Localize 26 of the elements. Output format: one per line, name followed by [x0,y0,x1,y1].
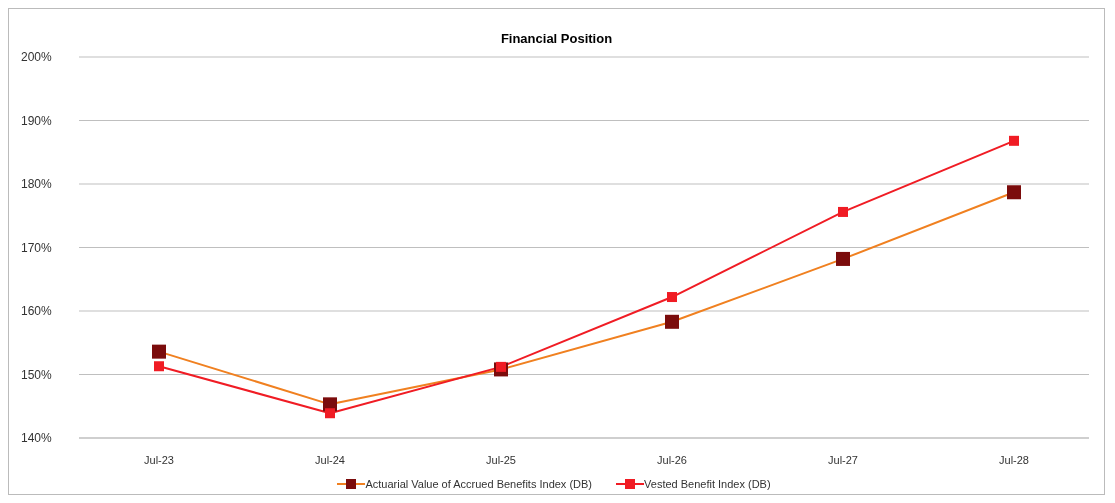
x-tick-label: Jul-25 [486,453,516,466]
x-tick-label: Jul-24 [315,453,345,466]
x-tick-label: Jul-26 [657,453,687,466]
y-tick-label: 200% [21,50,53,65]
chart-title: Financial Position [499,30,614,46]
y-tick-label: 140% [21,431,53,446]
point [325,408,335,419]
legend-label: Vested Benefit Index (DB) [644,478,771,490]
x-tick-label: Jul-23 [144,453,174,466]
x-tick-label: Jul-28 [999,453,1029,466]
y-tick-label: 150% [21,367,53,382]
y-tick-label: 180% [21,177,53,192]
legend-label: Actuarial Value of Accrued Benefits Index (DB) [365,478,593,490]
point [154,361,164,372]
point [838,206,848,217]
point [1009,135,1019,146]
y-tick-label: 190% [21,113,53,128]
y-tick-label: 170% [21,240,53,255]
point [665,314,679,329]
point [667,292,677,303]
point [496,361,506,372]
point [152,344,166,359]
point [1007,185,1021,200]
y-tick-label: 160% [21,304,53,319]
point [836,251,850,266]
x-tick-label: Jul-27 [828,453,858,466]
